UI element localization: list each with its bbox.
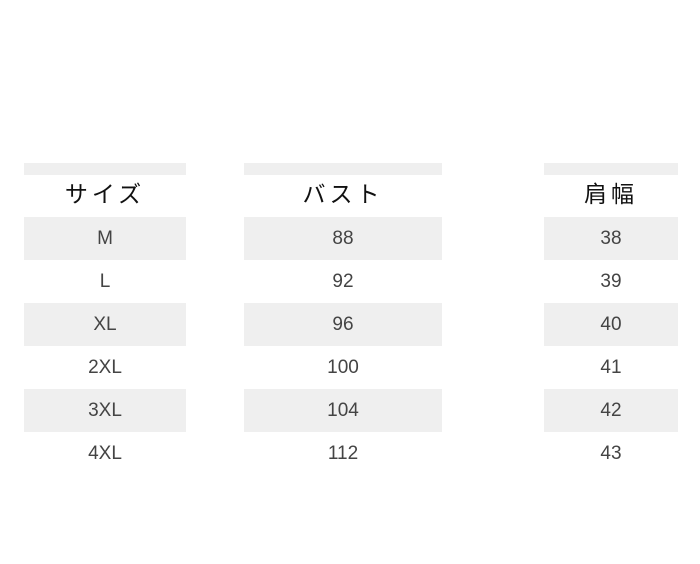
table-cell: 40 bbox=[544, 303, 678, 346]
column-header: 肩幅 bbox=[584, 182, 638, 208]
header-stripe bbox=[244, 163, 442, 175]
column-shoulder-width: 肩幅 38 39 40 41 42 43 bbox=[544, 163, 678, 475]
table-cell: 39 bbox=[600, 271, 622, 292]
column-size: サイズ M L XL 2XL 3XL 4XL bbox=[24, 163, 186, 475]
table-cell: 100 bbox=[327, 357, 359, 378]
table-cell: 41 bbox=[600, 357, 622, 378]
table-cell: 4XL bbox=[88, 443, 122, 464]
table-cell: 43 bbox=[600, 443, 622, 464]
table-cell: 112 bbox=[327, 443, 359, 464]
header-stripe bbox=[24, 163, 186, 175]
table-cell: 2XL bbox=[88, 357, 122, 378]
table-cell: 92 bbox=[332, 271, 354, 292]
column-header: バスト bbox=[302, 182, 384, 208]
column-header: サイズ bbox=[64, 182, 146, 208]
table-cell: 104 bbox=[244, 389, 442, 432]
table-cell: 42 bbox=[544, 389, 678, 432]
table-cell: 3XL bbox=[24, 389, 186, 432]
table-cell: 38 bbox=[544, 217, 678, 260]
table-cell: L bbox=[99, 271, 111, 292]
column-bust: バスト 88 92 96 100 104 112 bbox=[244, 163, 442, 475]
header-stripe bbox=[544, 163, 678, 175]
table-cell: XL bbox=[24, 303, 186, 346]
table-cell: 96 bbox=[244, 303, 442, 346]
table-cell: M bbox=[24, 217, 186, 260]
table-cell: 88 bbox=[244, 217, 442, 260]
